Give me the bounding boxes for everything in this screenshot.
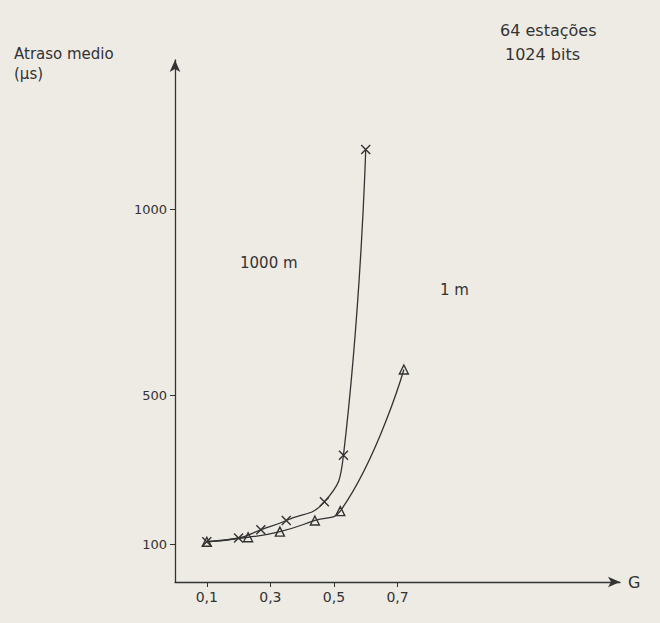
svg-text:1024 bits: 1024 bits (505, 45, 580, 64)
svg-text:0,1: 0,1 (196, 589, 218, 605)
svg-text:0,5: 0,5 (323, 589, 345, 605)
svg-text:1 m: 1 m (440, 281, 469, 299)
svg-text:100: 100 (142, 537, 167, 552)
svg-text:1000: 1000 (134, 202, 167, 217)
svg-text:0,3: 0,3 (259, 589, 281, 605)
svg-text:500: 500 (142, 388, 167, 403)
svg-text:G: G (628, 573, 640, 592)
svg-text:0,7: 0,7 (386, 589, 408, 605)
svg-text:64 estações: 64 estações (500, 21, 596, 40)
svg-text:Atraso medio: Atraso medio (14, 45, 118, 63)
svg-text:1000 m: 1000 m (240, 254, 298, 272)
svg-text:(µs): (µs) (14, 65, 43, 83)
